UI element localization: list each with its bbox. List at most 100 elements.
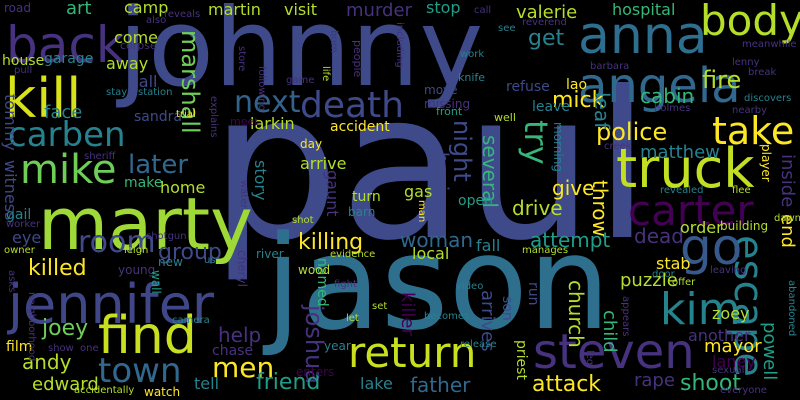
word-creek: creek — [604, 141, 632, 152]
word-kill: kill — [5, 67, 82, 130]
word-tell: tell — [194, 374, 220, 393]
word-stop: stop — [426, 0, 461, 17]
word-back: back — [6, 16, 125, 74]
word-day: day — [300, 137, 323, 151]
word-shotgun: shotgun — [146, 231, 187, 242]
word-matthew: matthew — [640, 142, 720, 163]
word-mayor: mayor — [704, 336, 762, 357]
word-puzzle: puzzle — [620, 270, 678, 291]
word-us: us — [204, 255, 216, 266]
word-marshall: marshall — [176, 30, 204, 134]
word-try: try — [517, 120, 555, 165]
word-barn: barn — [348, 205, 376, 219]
word-film: film — [6, 339, 33, 355]
word-johnny: johnny — [118, 0, 484, 111]
word-night: night — [448, 120, 476, 182]
word-child: child — [599, 310, 620, 353]
word-player: player — [759, 144, 773, 182]
word-gas: gas — [404, 182, 433, 201]
word-reveals: reveals — [164, 9, 201, 20]
word-fight: fight — [334, 279, 357, 290]
word-stay: stay — [106, 87, 128, 98]
word-burn: burn — [328, 30, 339, 53]
word-one: one — [80, 343, 99, 354]
word-jennifer: jennifer — [8, 273, 215, 336]
word-leave: leave — [532, 99, 570, 115]
word-fire: fire — [702, 66, 742, 94]
word-inside: inside — [777, 154, 798, 208]
word-show: show — [48, 343, 74, 354]
word-knife: knife — [458, 71, 486, 84]
word-joshua: joshua — [300, 305, 328, 384]
word-man: man — [416, 200, 427, 223]
word-come: come — [114, 28, 159, 47]
word-father: father — [410, 373, 471, 397]
word-paul: paul — [210, 49, 651, 286]
word-see: see — [498, 23, 516, 34]
word-stab: stab — [656, 254, 691, 273]
word-zoey: zoey — [712, 304, 750, 323]
word-video: video — [456, 281, 484, 292]
word-worker: worker — [6, 219, 41, 230]
word-corpse: corpse — [120, 39, 157, 52]
word-garage: garage — [44, 51, 94, 67]
word-death: death — [300, 85, 404, 126]
word-tommy: tommy — [1, 94, 20, 151]
word-mike: mike — [20, 147, 117, 193]
word-arrives: arrives — [477, 290, 498, 352]
word-including: including — [394, 22, 405, 68]
word-valerie: valerie — [516, 2, 578, 23]
word-following: following — [256, 66, 267, 111]
word-holmes: holmes — [654, 103, 691, 114]
word-dawn: dawn — [774, 213, 800, 224]
word-enters: enters — [296, 365, 335, 379]
word-revealed: revealed — [660, 185, 704, 196]
word-refuse: refuse — [506, 79, 550, 95]
word-fall: fall — [476, 236, 501, 255]
word-sheriff: sheriff — [84, 151, 116, 162]
word-meet: meet — [230, 115, 259, 128]
word-killing: killing — [298, 230, 364, 255]
word-visit: visit — [284, 0, 317, 19]
word-eye: eye — [12, 228, 42, 247]
word-andy: andy — [22, 350, 72, 374]
word-art: art — [66, 0, 92, 19]
word-lake: lake — [360, 374, 393, 393]
word-throw: throw — [588, 180, 612, 237]
word-church: church — [564, 280, 588, 348]
word-marty: marty — [38, 182, 253, 266]
word-front: front — [436, 105, 463, 118]
word-game: game — [286, 75, 315, 86]
word-new: new — [158, 255, 183, 269]
word-drive: drive — [512, 196, 563, 220]
word-also: also — [146, 15, 167, 26]
word-men: men — [212, 351, 275, 384]
word-let: let — [346, 313, 359, 324]
word-leaving: leaving — [710, 265, 747, 276]
word-home: home — [160, 178, 206, 197]
word-sandra: sandra — [134, 109, 182, 125]
word-call-small: call — [474, 5, 492, 16]
word-joey: joey — [42, 316, 89, 341]
word-killer: killer — [397, 292, 418, 336]
word-gail: gail — [6, 207, 32, 223]
word-manages: manages — [522, 245, 569, 256]
word-laney: laney — [712, 352, 756, 371]
word-open: open — [458, 193, 493, 209]
word-year: year — [324, 339, 351, 353]
word-owner: owner — [4, 245, 35, 256]
word-move: move — [424, 83, 458, 97]
word-camp: camp — [124, 0, 169, 17]
word-town: town — [98, 351, 182, 391]
word-people: people — [351, 40, 364, 78]
word-arrive: arrive — [300, 154, 347, 173]
word-son: son — [499, 296, 515, 321]
word-face: face — [44, 102, 83, 123]
word-morning: morning — [551, 122, 565, 172]
word-offer: offer — [672, 277, 696, 288]
word-abandoned: abandoned — [786, 280, 797, 337]
word-angela: angela — [578, 58, 741, 114]
word-store: store — [236, 46, 247, 72]
word-end: end — [777, 214, 798, 248]
